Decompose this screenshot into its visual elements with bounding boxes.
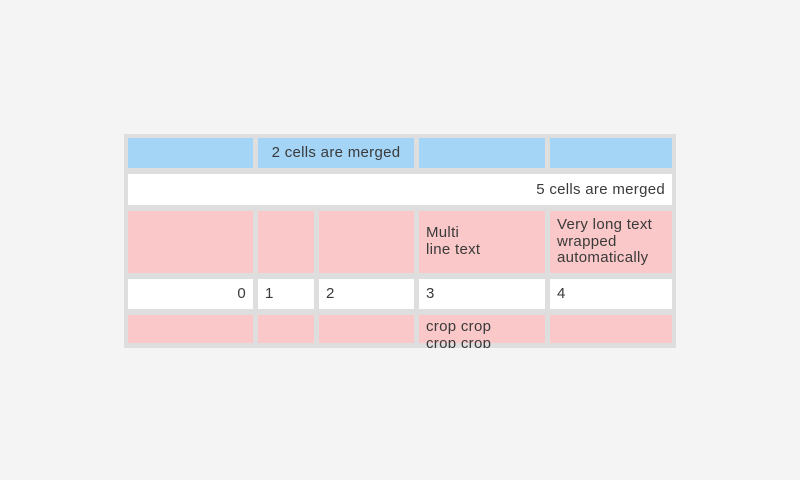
table-grid: 2 cells are merged 5 cells are merged Mu… xyxy=(128,138,672,348)
cell-r5c1-blank xyxy=(128,315,253,343)
cell-r3c1-blank xyxy=(128,211,253,273)
cell-number-4: 4 xyxy=(550,279,672,309)
merged-cell-5span: 5 cells are merged xyxy=(128,174,672,205)
merged-cell-2span: 2 cells are merged xyxy=(258,138,414,168)
cell-r5c2-blank xyxy=(258,315,314,343)
cell-number-2: 2 xyxy=(319,279,414,309)
cell-r1c5-blank xyxy=(550,138,672,168)
cell-number-0: 0 xyxy=(128,279,253,309)
cell-wrapped-text: Very long text wrapped automatically xyxy=(550,211,672,273)
cell-number-3: 3 xyxy=(419,279,545,309)
cell-r1c4-blank xyxy=(419,138,545,168)
cell-cropped-text: crop crop crop crop xyxy=(419,315,545,348)
cell-multiline-text: Multi line text xyxy=(419,211,545,273)
cropped-text-content: crop crop crop crop xyxy=(426,318,492,348)
cell-r5c3-blank xyxy=(319,315,414,343)
cell-r3c2-blank xyxy=(258,211,314,273)
cell-r1c1-blank xyxy=(128,138,253,168)
cell-r5c5-blank xyxy=(550,315,672,343)
cell-r3c3-blank xyxy=(319,211,414,273)
cell-number-1: 1 xyxy=(258,279,314,309)
merged-cells-table[interactable]: 2 cells are merged 5 cells are merged Mu… xyxy=(124,134,676,348)
